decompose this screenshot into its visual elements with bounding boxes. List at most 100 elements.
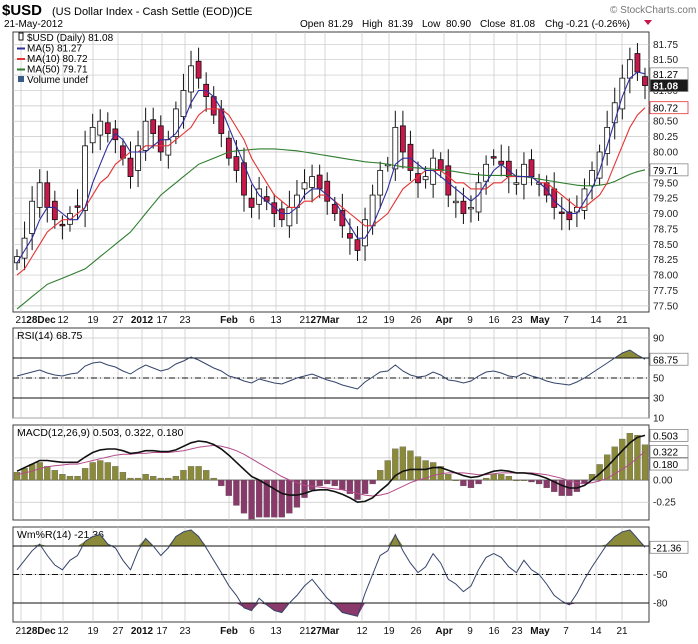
x-axis-label-bottom: 16 — [488, 626, 500, 637]
macd-histogram-bar — [399, 446, 407, 481]
candle-body — [301, 182, 308, 190]
value-badge-text: 81.27 — [653, 70, 678, 81]
x-axis-label: 7 — [563, 315, 569, 326]
candle-body — [399, 125, 406, 153]
ohlc-high-label: High — [362, 19, 383, 30]
x-axis-label-bottom: Apr — [435, 626, 452, 637]
value-badge-text: 80.72 — [653, 104, 678, 115]
y-tick-label: 81.75 — [653, 40, 678, 51]
x-axis-label-bottom: May — [530, 626, 550, 637]
legend-item: MA(10) 80.72 — [27, 54, 88, 65]
candle-body — [377, 170, 384, 196]
macd-histogram-bar — [301, 479, 308, 498]
x-axis-label-bottom: 12 — [57, 626, 69, 637]
x-axis-label-bottom: 28Dec — [26, 626, 56, 637]
macd-histogram-bar — [271, 479, 278, 518]
macd-histogram-bar — [316, 479, 323, 487]
y-tick-label: 77.50 — [653, 301, 678, 312]
candle-body — [566, 211, 573, 221]
macd-histogram-bar — [551, 479, 558, 492]
macd-histogram-bar — [619, 438, 626, 481]
candle-body — [528, 159, 535, 178]
value-badge-text: 0.322 — [653, 447, 678, 458]
y-tick-label: 80.25 — [653, 132, 678, 143]
y-tick-label: 0.00 — [653, 476, 673, 487]
y-tick-label: 78.50 — [653, 240, 678, 251]
macd-histogram-bar — [187, 466, 195, 481]
candle-body — [241, 162, 247, 196]
candle-body — [271, 202, 278, 214]
macd-histogram-bar — [414, 456, 422, 481]
x-axis-label-bottom: 21 — [15, 626, 27, 637]
macd-histogram-bar — [475, 479, 482, 485]
value-badge-text: -21.36 — [653, 543, 682, 554]
candle-body — [104, 122, 111, 134]
macd-histogram-bar — [392, 448, 399, 481]
x-axis-label: 6 — [249, 315, 255, 326]
macd-histogram-bar — [165, 477, 172, 481]
panel-frame — [12, 31, 650, 313]
x-axis-label: 27Mar — [311, 315, 340, 326]
ma50-line — [16, 148, 646, 310]
y-tick-label: 79.50 — [653, 178, 678, 189]
x-axis-label-bottom: 27 — [112, 626, 124, 637]
ohlc-chg: -0.21 (-0.26%) — [566, 19, 630, 30]
candle-body — [157, 125, 164, 153]
panel-title: RSI(14) 68.75 — [17, 330, 83, 342]
ohlc-low-label: Low — [422, 19, 441, 30]
y-tick-label: 77.75 — [653, 286, 678, 297]
candle-body — [619, 77, 626, 110]
symbol-title: $USD — [2, 2, 42, 19]
x-axis-label-bottom: 9 — [467, 626, 473, 637]
x-axis-label: 17 — [156, 315, 168, 326]
macd-histogram-bar — [81, 468, 89, 481]
candle-body — [392, 126, 399, 170]
macd-histogram-bar — [248, 479, 255, 520]
ma5-line — [16, 71, 646, 264]
macd-histogram-bar — [286, 479, 293, 514]
x-axis-label-bottom: 17 — [156, 626, 168, 637]
macd-histogram-bar — [195, 466, 202, 481]
candle-body — [452, 200, 459, 204]
candle-body — [331, 203, 338, 214]
macd-histogram-bar — [346, 479, 354, 494]
value-badge-text: 0.180 — [653, 460, 678, 471]
macd-histogram-bar — [293, 479, 301, 508]
macd-histogram-bar — [66, 475, 74, 481]
candle-body — [513, 182, 520, 185]
legend-swatch — [18, 32, 24, 41]
y-tick-label: 78.00 — [653, 271, 678, 282]
macd-histogram-bar — [308, 479, 316, 490]
candle-body — [362, 219, 368, 247]
x-axis-label: 16 — [488, 315, 500, 326]
macd-histogram-bar — [51, 470, 58, 481]
wmr-overbought-fill — [17, 529, 645, 546]
legend-item: MA(5) 81.27 — [27, 44, 82, 55]
macd-histogram-bar — [240, 479, 248, 514]
macd-histogram-bar — [361, 479, 369, 494]
macd-histogram-bar — [89, 462, 96, 481]
macd-histogram-bar — [180, 470, 187, 481]
value-badge-text: 81.08 — [653, 82, 678, 93]
candle-body — [225, 137, 232, 159]
macd-histogram-bar — [263, 479, 270, 518]
y-tick-label: -50 — [653, 570, 668, 581]
macd-histogram-bar — [422, 460, 429, 481]
candle-body — [460, 200, 467, 214]
value-badge — [649, 457, 689, 471]
candle-body — [475, 182, 482, 213]
macd-histogram-bar — [467, 479, 475, 489]
macd-histogram-bar — [44, 466, 51, 481]
macd-histogram-bar — [535, 479, 543, 485]
macd-histogram-bar — [150, 475, 157, 481]
ohlc-open-label: Open — [300, 19, 324, 30]
macd-histogram-bar — [573, 479, 581, 492]
symbol-name: (US Dollar Index - Cash Settle (EOD)) — [52, 6, 237, 18]
y-tick-label: 78.25 — [653, 255, 678, 266]
x-axis-label-bottom: 14 — [590, 626, 602, 637]
macd-histogram-bar — [482, 477, 490, 481]
ohlc-high: 81.39 — [388, 19, 413, 30]
